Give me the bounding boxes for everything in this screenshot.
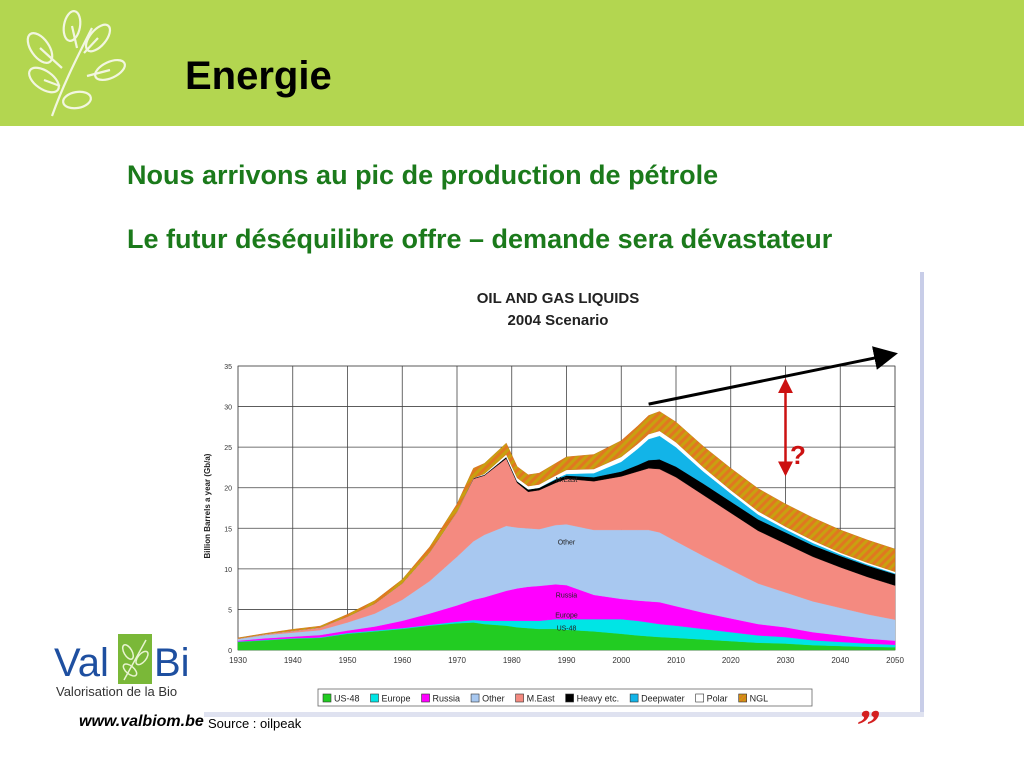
axis-layer: 0 5 10 15 20 25 30 35 1930 1940 1950 1960 1970 1980 19… (224, 364, 904, 665)
y-tick-label: 15 (224, 526, 232, 533)
area-label: Europe (555, 613, 578, 620)
x-tick-label: 1930 (229, 656, 247, 665)
legend-entry: Polar (707, 694, 728, 704)
website-link[interactable]: www.valbiom.be (79, 713, 204, 730)
legend-swatch (322, 693, 332, 703)
x-tick-label: 1940 (284, 656, 302, 665)
legend-entry: Heavy etc. (577, 694, 620, 704)
source-credit: Source : oilpeak (208, 716, 302, 731)
y-tick-label: 25 (224, 445, 232, 452)
x-tick-label: 2010 (667, 656, 685, 665)
logo-subtitle: Valorisation de la Bio (56, 684, 177, 699)
x-tick-label: 1980 (503, 656, 521, 665)
annotation-layer: M.East Other Russia Europe US-48 (555, 346, 898, 633)
legend-swatch (370, 693, 379, 703)
legend-entry: NGL (750, 694, 769, 704)
y-tick-label: 0 (228, 648, 232, 655)
logo-text-bi: Bi (154, 641, 190, 685)
logo-leaf-icon (121, 639, 149, 681)
legend-entry: US-48 (334, 694, 360, 704)
valbiom-logo: Val Bi Valorisation de la Bio (54, 632, 204, 702)
y-tick-label: 20 (224, 486, 232, 493)
headline-supply-demand: Le futur déséquilibre offre – demande se… (127, 224, 833, 254)
chart-shadow-bottom (204, 712, 924, 717)
x-tick-label: 1970 (448, 656, 466, 665)
chart-shadow (918, 272, 924, 716)
legend-entry: M.East (527, 694, 556, 704)
chart-title: OIL AND GAS LIQUIDS (477, 290, 640, 307)
y-tick-label: 10 (224, 567, 232, 574)
logo-text-val: Val (54, 641, 109, 685)
x-tick-label: 2030 (777, 656, 795, 665)
valbiom-logo-graphic: Val Bi Valorisation de la Bio (54, 634, 190, 699)
legend-swatch (738, 693, 747, 703)
legend-box (317, 688, 813, 707)
x-tick-label: 2000 (612, 656, 630, 665)
y-tick-label: 5 (228, 607, 232, 614)
question-mark: ? (790, 440, 806, 470)
x-tick-label: 2040 (831, 656, 849, 665)
y-tick-label: 35 (224, 364, 232, 371)
chart-container: OIL AND GAS LIQUIDS 2004 Scenario 0 5 10 15… (200, 272, 920, 712)
y-axis-label: Billion Barrels a year (Gb/a) (203, 453, 212, 558)
area-label: US-48 (557, 626, 577, 633)
area-layer (237, 411, 896, 651)
legend-entry: Other (482, 694, 505, 704)
chart-subtitle: 2004 Scenario (508, 312, 609, 329)
legend-entry: Deepwater (641, 694, 685, 704)
legend-entry: Europe (382, 694, 411, 704)
oil-gas-chart: OIL AND GAS LIQUIDS 2004 Scenario 0 5 10 15… (203, 290, 904, 707)
x-tick-label: 1990 (558, 656, 576, 665)
x-tick-label: 2050 (886, 656, 904, 665)
series-area-ngl (237, 411, 896, 639)
headline-peak-oil: Nous arrivons au pic de production de pé… (127, 160, 719, 190)
x-tick-label: 1960 (393, 656, 411, 665)
legend-swatch (470, 693, 480, 703)
legend-swatch (565, 693, 574, 703)
header-bar: Energie (0, 0, 1024, 126)
trend-arrow (648, 346, 898, 406)
legend-entry: Russia (433, 694, 461, 704)
x-tick-label: 2020 (722, 656, 740, 665)
area-label: M.East (556, 477, 578, 484)
legend: US-48 Europe Russia Other M.East Heavy etc. De… (317, 688, 813, 707)
legend-swatch (695, 693, 704, 703)
legend-swatch (421, 693, 430, 703)
area-label: Russia (556, 592, 578, 599)
y-tick-label: 30 (224, 405, 232, 412)
slide-title: Energie (185, 54, 332, 98)
legend-swatch (515, 693, 524, 703)
x-tick-label: 1950 (339, 656, 357, 665)
leaf-branch-logo-icon (26, 10, 126, 117)
area-label: Other (558, 540, 576, 547)
legend-swatch (629, 693, 639, 703)
